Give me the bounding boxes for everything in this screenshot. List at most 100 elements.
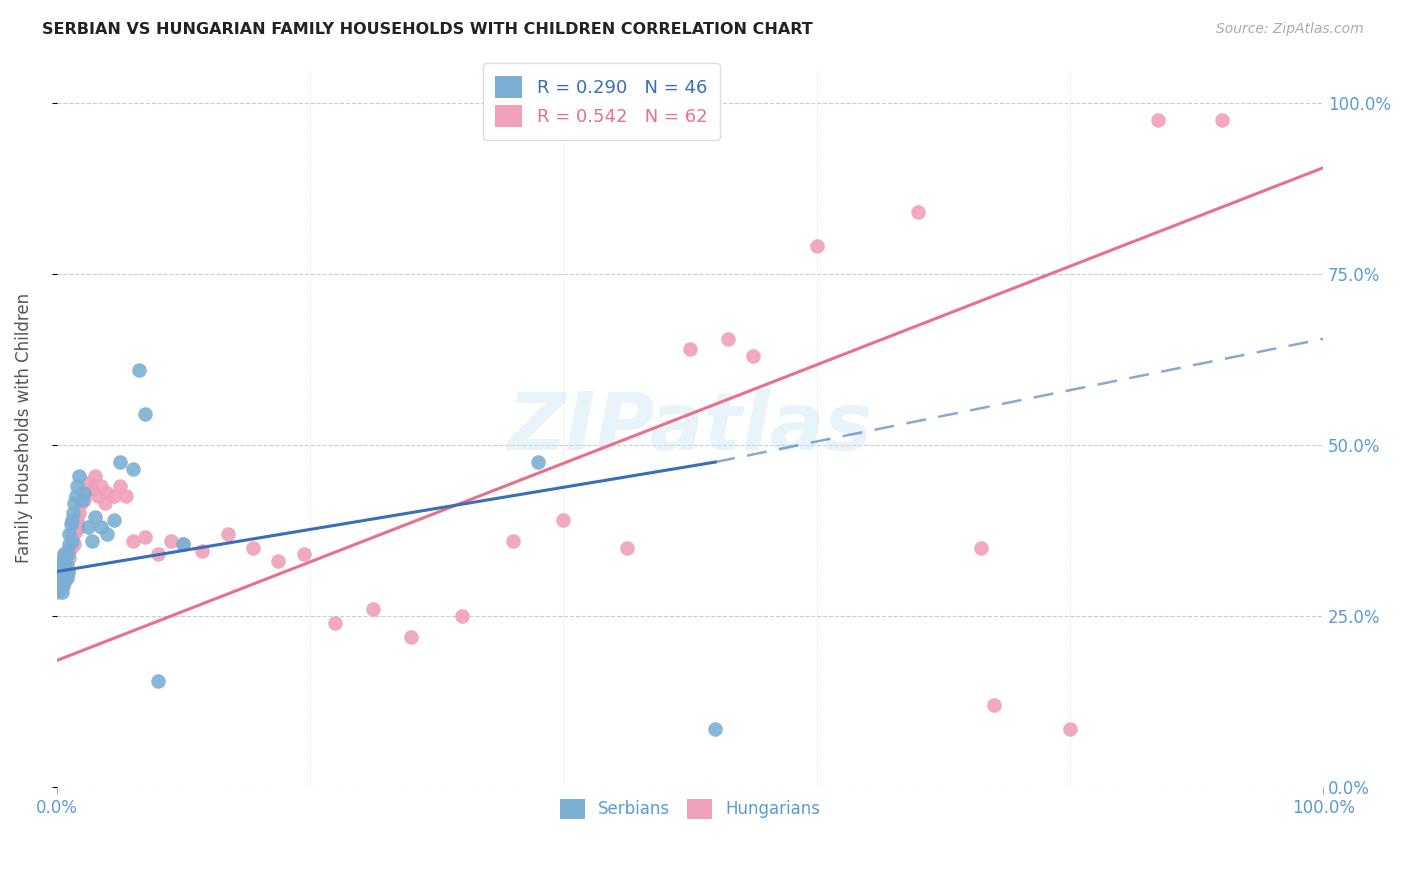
Point [217, 527, 239, 541]
Point [53, 548, 76, 562]
Point [399, 630, 422, 644]
Point [53, 561, 76, 575]
Point [704, 722, 727, 736]
Point [51, 554, 73, 568]
Point [121, 533, 143, 548]
Point [527, 455, 550, 469]
Point [62, 527, 84, 541]
Point [56, 565, 79, 579]
Point [146, 674, 169, 689]
Point [69, 496, 91, 510]
Point [70, 492, 93, 507]
Point [55, 571, 77, 585]
Point [49, 582, 72, 596]
Point [49, 568, 72, 582]
Point [717, 332, 740, 346]
Point [83, 509, 105, 524]
Point [121, 462, 143, 476]
Point [108, 479, 131, 493]
Point [46, 585, 69, 599]
Point [191, 544, 214, 558]
Point [58, 550, 80, 565]
Point [90, 479, 112, 493]
Point [502, 533, 524, 548]
Point [48, 568, 70, 582]
Point [52, 578, 75, 592]
Point [51, 574, 73, 589]
Point [77, 520, 100, 534]
Legend: Serbians, Hungarians: Serbians, Hungarians [553, 792, 827, 826]
Point [73, 486, 96, 500]
Y-axis label: Family Households with Children: Family Households with Children [15, 293, 32, 563]
Point [63, 537, 86, 551]
Point [56, 565, 79, 579]
Point [172, 537, 194, 551]
Point [83, 468, 105, 483]
Point [60, 533, 83, 548]
Point [970, 541, 993, 555]
Point [52, 554, 75, 568]
Point [103, 489, 125, 503]
Point [55, 558, 77, 572]
Point [553, 513, 575, 527]
Point [108, 455, 131, 469]
Point [1147, 112, 1170, 127]
Point [60, 530, 83, 544]
Point [134, 407, 156, 421]
Point [115, 489, 138, 503]
Point [59, 541, 82, 555]
Text: ZIPatlas: ZIPatlas [508, 389, 872, 467]
Point [52, 578, 75, 592]
Point [742, 349, 765, 363]
Point [48, 571, 70, 585]
Text: SERBIAN VS HUNGARIAN FAMILY HOUSEHOLDS WITH CHILDREN CORRELATION CHART: SERBIAN VS HUNGARIAN FAMILY HOUSEHOLDS W… [42, 22, 813, 37]
Point [59, 516, 82, 531]
Point [103, 513, 125, 527]
Point [80, 483, 103, 497]
Point [77, 475, 100, 490]
Point [70, 486, 93, 500]
Point [49, 561, 72, 575]
Point [66, 513, 89, 527]
Point [58, 537, 80, 551]
Point [65, 489, 87, 503]
Point [292, 548, 315, 562]
Point [87, 489, 110, 503]
Text: Source: ZipAtlas.com: Source: ZipAtlas.com [1216, 22, 1364, 37]
Point [55, 550, 77, 565]
Point [66, 479, 89, 493]
Point [56, 548, 79, 562]
Point [48, 561, 70, 575]
Point [60, 513, 83, 527]
Point [679, 342, 702, 356]
Point [55, 544, 77, 558]
Point [242, 541, 264, 555]
Point [55, 558, 77, 572]
Point [90, 520, 112, 534]
Point [172, 537, 194, 551]
Point [96, 486, 118, 500]
Point [73, 492, 96, 507]
Point [134, 530, 156, 544]
Point [67, 507, 90, 521]
Point [53, 548, 76, 562]
Point [93, 496, 115, 510]
Point [128, 362, 150, 376]
Point [67, 468, 90, 483]
Point [267, 554, 290, 568]
Point [983, 698, 1005, 712]
Point [53, 574, 76, 589]
Point [58, 527, 80, 541]
Point [51, 558, 73, 572]
Point [1059, 722, 1081, 736]
Point [146, 548, 169, 562]
Point [51, 574, 73, 589]
Point [451, 609, 474, 624]
Point [159, 533, 181, 548]
Point [55, 568, 77, 582]
Point [323, 615, 346, 630]
Point [67, 520, 90, 534]
Point [907, 205, 929, 219]
Point [63, 496, 86, 510]
Point [52, 565, 75, 579]
